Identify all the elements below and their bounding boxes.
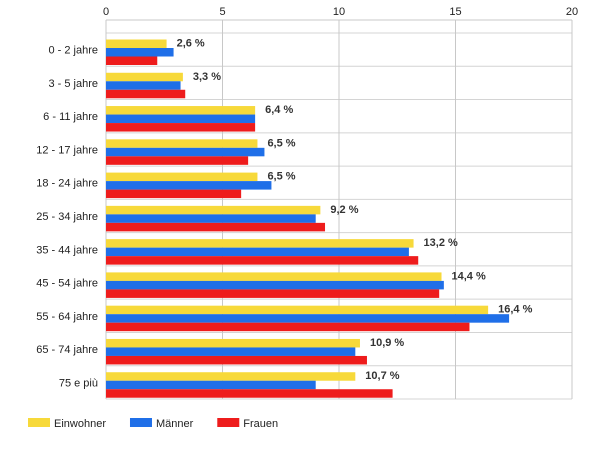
category-label: 75 e più bbox=[59, 377, 98, 389]
bar-mnner bbox=[106, 181, 272, 190]
x-tick-label: 5 bbox=[219, 6, 225, 18]
x-tick-label: 20 bbox=[566, 6, 578, 18]
bar-mnner bbox=[106, 380, 316, 390]
bar-einwohner bbox=[106, 172, 258, 182]
category-label: 3 - 5 jahre bbox=[48, 78, 98, 90]
category-label: 35 - 44 jahre bbox=[36, 244, 98, 256]
data-label: 16,4 % bbox=[498, 304, 532, 316]
data-label: 6,5 % bbox=[267, 171, 295, 183]
data-label: 10,9 % bbox=[370, 337, 404, 349]
category-label: 25 - 34 jahre bbox=[36, 211, 98, 223]
legend-label: Männer bbox=[156, 418, 194, 430]
bar-mnner bbox=[106, 48, 174, 57]
category-label: 18 - 24 jahre bbox=[36, 178, 98, 190]
bar-frauen bbox=[106, 189, 242, 199]
bar-mnner bbox=[106, 347, 356, 356]
category-label: 12 - 17 jahre bbox=[36, 144, 98, 156]
labels: 0 5 10 15 20 0 - 2 jahre 2,6 % 3 - 5 jahre 3,3 %… bbox=[36, 6, 578, 389]
legend-label: Einwohner bbox=[54, 418, 106, 430]
bar-frauen bbox=[106, 322, 470, 332]
data-label: 14,4 % bbox=[452, 270, 486, 282]
data-label: 6,5 % bbox=[267, 137, 295, 149]
bar-frauen bbox=[106, 89, 186, 99]
x-tick-label: 0 bbox=[103, 6, 109, 18]
legend-swatch bbox=[129, 418, 152, 427]
bar-einwohner bbox=[106, 372, 356, 381]
category-label: 65 - 74 jahre bbox=[36, 344, 98, 356]
bar-frauen bbox=[106, 222, 326, 232]
bar-einwohner bbox=[106, 239, 414, 248]
bar-frauen bbox=[106, 123, 256, 132]
bar-frauen bbox=[106, 355, 367, 365]
bar-einwohner bbox=[106, 338, 360, 348]
data-label: 3,3 % bbox=[193, 71, 221, 83]
category-label: 0 - 2 jahre bbox=[48, 45, 98, 57]
bar-einwohner bbox=[106, 72, 183, 82]
data-label: 2,6 % bbox=[177, 38, 205, 50]
bar-mnner bbox=[106, 314, 510, 323]
bar-mnner bbox=[106, 214, 316, 223]
bar-einwohner bbox=[106, 305, 489, 315]
legend-swatch bbox=[28, 418, 50, 427]
legend: Einwohner Männer Frauen bbox=[28, 418, 278, 430]
data-label: 9,2 % bbox=[330, 204, 358, 216]
data-label: 10,7 % bbox=[365, 370, 399, 382]
category-label: 45 - 54 jahre bbox=[36, 278, 98, 290]
bar-frauen bbox=[106, 256, 419, 265]
bar-frauen bbox=[106, 56, 158, 65]
bar-mnner bbox=[106, 247, 409, 257]
legend-swatch bbox=[217, 418, 240, 427]
x-tick-label: 10 bbox=[333, 6, 345, 18]
category-label: 6 - 11 jahre bbox=[43, 111, 98, 123]
data-label: 6,4 % bbox=[265, 104, 293, 116]
bar-mnner bbox=[106, 147, 265, 157]
bar-einwohner bbox=[106, 205, 321, 215]
x-tick-label: 15 bbox=[449, 6, 461, 18]
bar-einwohner bbox=[106, 139, 258, 148]
bar-mnner bbox=[106, 114, 256, 124]
bar-mnner bbox=[106, 81, 181, 90]
bar-einwohner bbox=[106, 272, 442, 281]
category-label: 55 - 64 jahre bbox=[36, 311, 98, 323]
legend-label: Frauen bbox=[243, 418, 278, 430]
bar-frauen bbox=[106, 289, 440, 298]
data-label: 13,2 % bbox=[424, 237, 458, 249]
bar-frauen bbox=[106, 156, 249, 165]
bar-einwohner bbox=[106, 106, 256, 115]
bars bbox=[106, 39, 510, 398]
bar-mnner bbox=[106, 280, 444, 290]
bar-frauen bbox=[106, 389, 393, 398]
bar-einwohner bbox=[106, 39, 167, 48]
